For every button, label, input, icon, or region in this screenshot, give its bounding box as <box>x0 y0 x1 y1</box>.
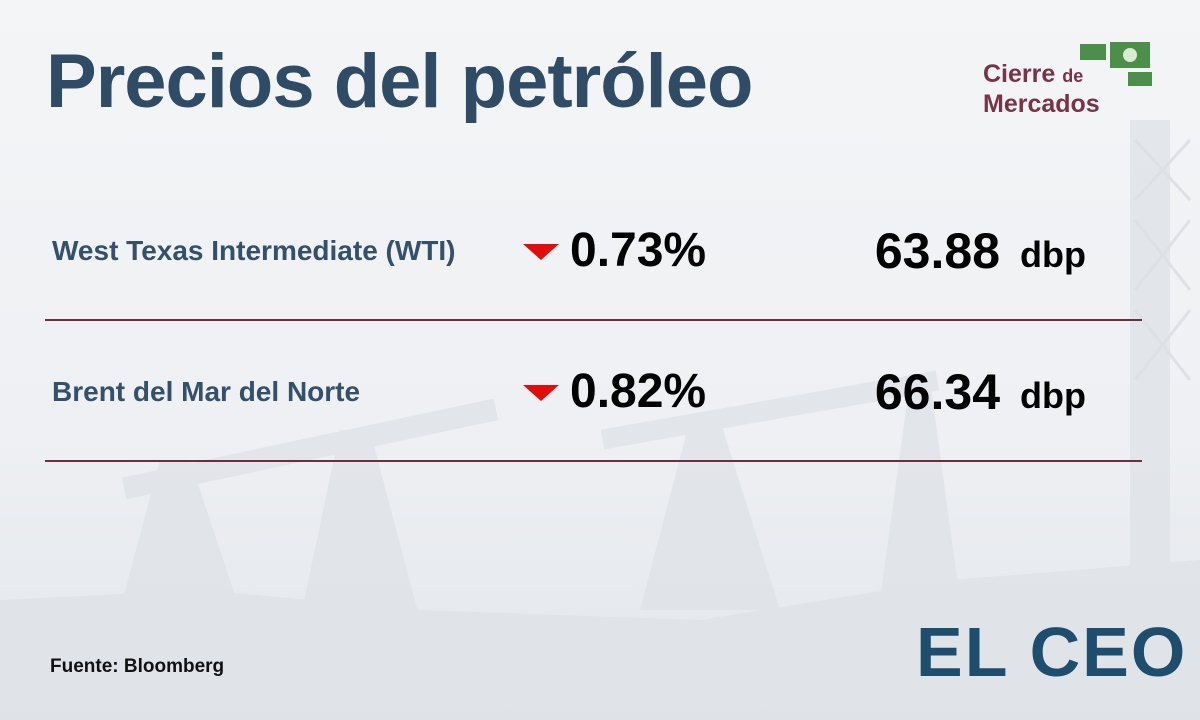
arrow-shape <box>523 385 559 401</box>
price: 66.34 <box>874 364 1000 420</box>
unit: dbp <box>1020 234 1086 275</box>
badge-line: Cierre de <box>983 60 1083 89</box>
change: 0.73% <box>570 224 707 277</box>
badge-connector: de <box>1062 66 1084 86</box>
row-name: West Texas Intermediate (WTI) <box>52 235 456 266</box>
trend-arrow <box>523 385 559 401</box>
divider <box>45 319 1142 321</box>
price: 63.88 <box>874 223 1000 279</box>
unit: dbp <box>1020 375 1086 416</box>
badge-word: Cierre <box>983 60 1056 88</box>
badge-word: Mercados <box>983 90 1100 118</box>
title: Precios del petróleo <box>46 39 753 124</box>
row-name: Brent del Mar del Norte <box>52 376 361 407</box>
source: Fuente: Bloomberg <box>50 656 225 677</box>
divider <box>45 460 1142 462</box>
arrow-shape <box>523 244 559 260</box>
trend-arrow <box>523 244 559 260</box>
change: 0.82% <box>570 365 707 418</box>
brand-logo: EL CEO <box>916 613 1188 691</box>
